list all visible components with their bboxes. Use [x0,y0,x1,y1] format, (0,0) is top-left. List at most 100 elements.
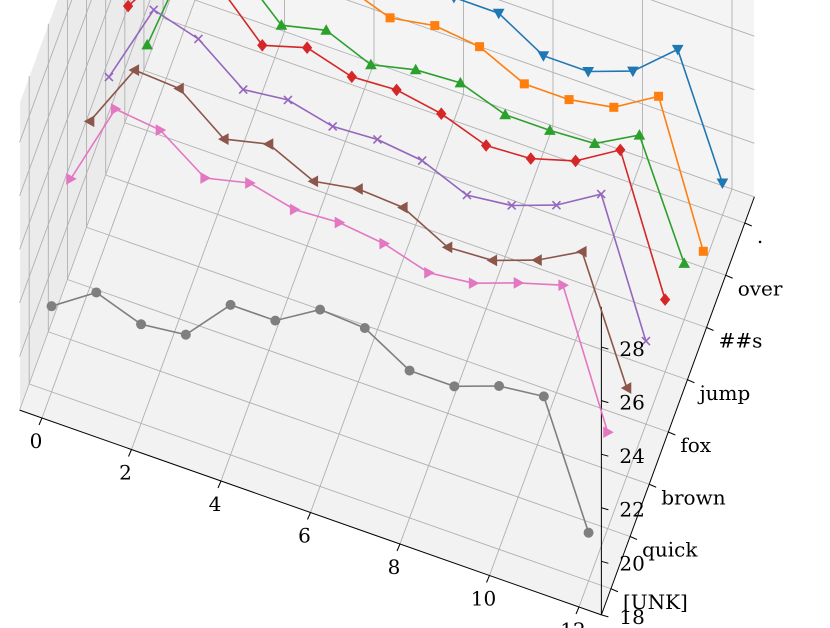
x-tick-label: 4 [209,492,222,516]
data-point-square [430,21,440,31]
data-point-square [385,13,395,23]
data-point-triangle-down [537,51,550,62]
x-tick-label: 10 [471,587,496,611]
data-point-x [104,72,114,82]
grid-line-x [399,125,554,545]
data-point-triangle-down [627,66,639,78]
grid-line-y [67,279,650,485]
x-tick-mark [217,480,222,489]
grid-line-x [310,94,464,513]
z-tick-mark [601,614,609,618]
grid-line-z [19,0,755,250]
data-point-triangle-up [633,129,646,140]
data-point-diamond [122,0,134,13]
data-point-circle [315,304,326,315]
y-tick-mark [687,379,695,384]
data-point-x [149,5,159,15]
grid-line-z [19,0,755,357]
data-point-triangle-left [576,245,587,258]
data-point-triangle-right [245,177,256,189]
x-tick-label: 0 [30,429,43,453]
data-point-diamond [570,154,581,168]
data-point-x [596,189,606,199]
data-point-triangle-left [486,254,498,267]
z-tick-mark [601,453,609,457]
data-point-triangle-right [334,216,346,229]
data-point-diamond [301,41,313,54]
axis-lines [19,196,755,618]
grid-line-y [86,226,669,433]
z-tick-mark [601,560,609,564]
z-tick-label: 28 [619,337,644,361]
data-point-triangle-left [620,382,632,394]
series-over-group [363,0,708,256]
data-point-x [641,336,651,346]
y-tick-mark [725,274,733,279]
data-point-diamond [257,39,268,52]
grid-line-z [19,0,92,197]
y-tick-label: fox [680,433,711,457]
grid-line-x [131,31,285,450]
grid-line-y [162,17,745,224]
grid-line-y [29,383,612,590]
y-axis-line [600,196,755,616]
y-tick-mark [610,588,619,593]
data-point-x [417,156,427,166]
data-point-triangle-right [155,124,167,136]
y-tick-label: ##s [719,329,763,353]
series-jump-group [122,0,671,306]
x-tick-label: 6 [298,524,311,548]
grid-line-y [124,122,707,328]
data-point-square [475,42,485,52]
data-point-circle [225,299,236,310]
x-tick-mark [575,606,580,615]
data-point-circle [270,315,281,326]
data-point-circle [449,381,460,392]
grid-line-x [41,0,196,419]
data-point-x [193,34,204,44]
data-point-triangle-right [289,203,301,216]
data-point-triangle-right [200,172,211,184]
data-point-triangle-left [397,201,408,214]
y-tick-mark [648,483,657,488]
data-point-square [609,102,619,112]
data-point-triangle-down [671,44,684,56]
y-tick-mark [629,536,638,540]
data-point-diamond [436,107,447,120]
data-point-x [372,134,383,145]
z-tick-mark [601,400,609,404]
x-tick-label: 2 [119,461,132,485]
data-point-triangle-right [513,277,525,289]
z-tick-label: 26 [619,391,644,415]
x-tick-mark [486,575,490,583]
grid-line-z [19,0,755,304]
data-point-triangle-left [128,64,140,76]
data-point-triangle-right [468,277,480,290]
data-point-triangle-left [83,115,95,128]
data-point-triangle-up [141,38,154,50]
data-point-triangle-up [544,124,556,135]
data-point-triangle-left [441,241,453,254]
y-tick-label: . [757,224,763,248]
y-tick-mark [668,431,676,436]
data-point-x [238,84,248,95]
z-tick-label: 18 [619,605,644,628]
series-s-group [141,0,691,268]
data-point-triangle-right [558,279,569,292]
data-point-circle [538,391,549,402]
data-point-triangle-up [320,24,333,35]
data-point-circle [91,287,102,298]
y-tick-mark [706,327,714,331]
series-brown-group [83,64,632,394]
grid-line-x [578,188,733,608]
z-tick-mark [601,507,609,511]
x-tick-label: 12 [560,618,585,628]
data-point-triangle-up [365,58,377,70]
data-point-diamond [346,70,357,84]
y-tick-label: [UNK] [623,590,688,614]
x-tick-mark [396,543,401,552]
grid-line-y [105,174,688,381]
grid-lines [19,0,755,608]
